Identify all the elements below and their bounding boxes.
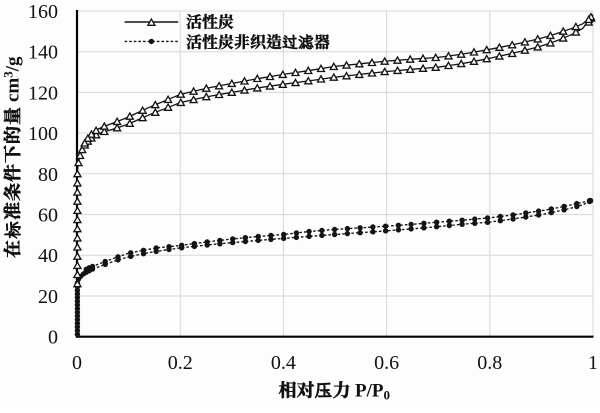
svg-text:0: 0 [72, 352, 82, 374]
svg-text:40: 40 [38, 245, 58, 267]
svg-text:100: 100 [28, 123, 58, 145]
svg-text:140: 140 [28, 42, 58, 64]
svg-text:60: 60 [38, 205, 58, 227]
svg-text:0.8: 0.8 [477, 352, 502, 374]
svg-text:120: 120 [28, 82, 58, 104]
svg-text:0.2: 0.2 [168, 352, 193, 374]
svg-text:cm3/g: cm3/g [1, 56, 24, 102]
svg-text:160: 160 [28, 1, 58, 23]
svg-text:1: 1 [588, 352, 598, 374]
svg-text:0.4: 0.4 [271, 352, 296, 374]
svg-text:20: 20 [38, 286, 58, 308]
svg-text:80: 80 [38, 164, 58, 186]
svg-text:0.6: 0.6 [374, 352, 399, 374]
svg-text:0: 0 [48, 327, 58, 349]
svg-text:P/P0: P/P0 [355, 381, 390, 403]
